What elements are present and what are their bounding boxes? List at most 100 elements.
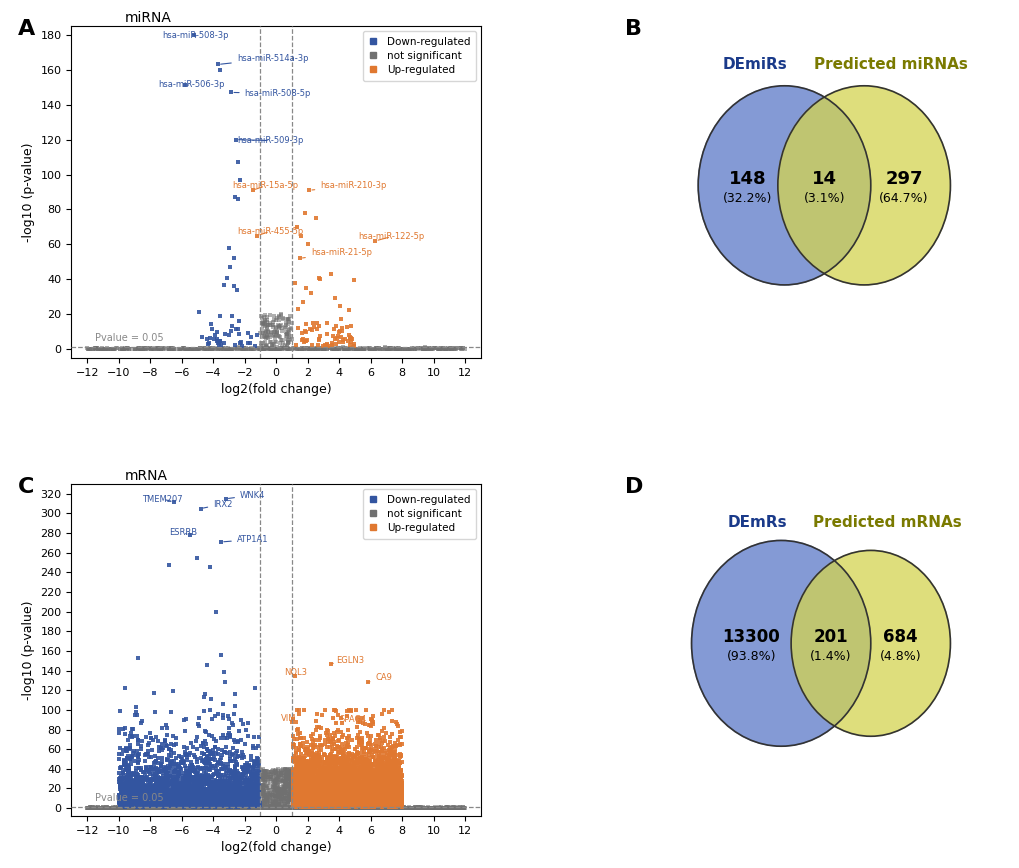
Point: [410, 801, 426, 815]
Point: [238, 341, 255, 355]
Point: [355, 795, 371, 809]
Point: [334, 763, 351, 777]
Point: [313, 768, 329, 782]
Point: [338, 799, 355, 813]
Point: [312, 794, 328, 808]
Point: [425, 801, 441, 815]
Point: [159, 800, 175, 814]
Point: [296, 783, 312, 797]
Point: [305, 793, 321, 807]
Point: [353, 786, 369, 799]
Point: [232, 799, 249, 813]
Point: [197, 342, 213, 356]
Point: [320, 779, 336, 792]
Point: [331, 800, 347, 814]
Point: [199, 342, 215, 356]
Point: [173, 342, 190, 356]
Point: [94, 800, 110, 814]
Point: [318, 798, 334, 812]
Point: [376, 741, 392, 755]
Point: [108, 800, 124, 814]
Point: [159, 779, 175, 792]
Point: [308, 799, 324, 812]
Point: [384, 779, 400, 793]
Point: [356, 779, 372, 793]
Point: [374, 799, 390, 812]
Point: [373, 799, 389, 812]
Point: [240, 799, 257, 813]
Point: [362, 799, 378, 812]
Point: [375, 703, 391, 717]
Point: [126, 801, 143, 815]
Point: [150, 779, 166, 792]
Point: [267, 801, 283, 815]
Point: [334, 791, 351, 805]
Point: [123, 786, 140, 799]
Point: [334, 788, 351, 802]
Point: [105, 342, 121, 356]
Point: [342, 796, 359, 810]
Point: [306, 799, 322, 813]
Point: [382, 773, 398, 787]
Point: [373, 792, 389, 806]
Point: [337, 786, 354, 799]
Point: [320, 779, 336, 792]
Point: [324, 793, 340, 807]
Point: [352, 778, 368, 792]
Point: [340, 796, 357, 810]
Point: [309, 783, 325, 797]
Point: [338, 784, 355, 798]
Point: [223, 800, 239, 814]
Point: [388, 766, 405, 780]
Point: [290, 795, 307, 809]
Point: [244, 801, 260, 815]
Point: [221, 772, 237, 786]
Point: [223, 785, 239, 799]
Point: [259, 792, 275, 806]
Point: [346, 763, 363, 777]
Point: [310, 781, 326, 795]
Point: [160, 742, 176, 756]
Point: [380, 780, 396, 794]
Point: [389, 794, 406, 808]
Point: [379, 795, 395, 809]
Point: [316, 779, 332, 792]
Point: [284, 797, 301, 811]
Point: [316, 792, 332, 806]
Point: [141, 801, 157, 815]
Point: [334, 777, 351, 791]
Point: [342, 789, 359, 803]
Point: [122, 738, 139, 752]
Point: [333, 793, 350, 807]
Point: [303, 791, 319, 805]
Point: [324, 755, 340, 769]
Point: [243, 773, 259, 787]
Point: [240, 337, 257, 351]
Point: [97, 800, 113, 814]
Point: [341, 796, 358, 810]
Point: [366, 801, 382, 815]
Point: [439, 800, 455, 814]
Point: [179, 797, 196, 811]
Point: [314, 789, 330, 803]
Point: [292, 763, 309, 777]
Point: [296, 773, 312, 787]
Point: [335, 791, 352, 805]
Point: [314, 786, 330, 799]
Point: [356, 783, 372, 797]
Point: [372, 787, 388, 801]
Point: [319, 797, 335, 811]
Point: [380, 792, 396, 806]
Point: [319, 770, 335, 784]
Point: [279, 765, 296, 779]
Point: [259, 324, 275, 338]
Point: [342, 786, 359, 800]
Point: [379, 801, 395, 815]
Point: [371, 780, 387, 794]
Point: [139, 341, 155, 355]
Point: [378, 760, 394, 774]
Point: [314, 779, 330, 793]
Point: [289, 788, 306, 802]
Point: [164, 773, 180, 787]
Point: [276, 799, 292, 813]
